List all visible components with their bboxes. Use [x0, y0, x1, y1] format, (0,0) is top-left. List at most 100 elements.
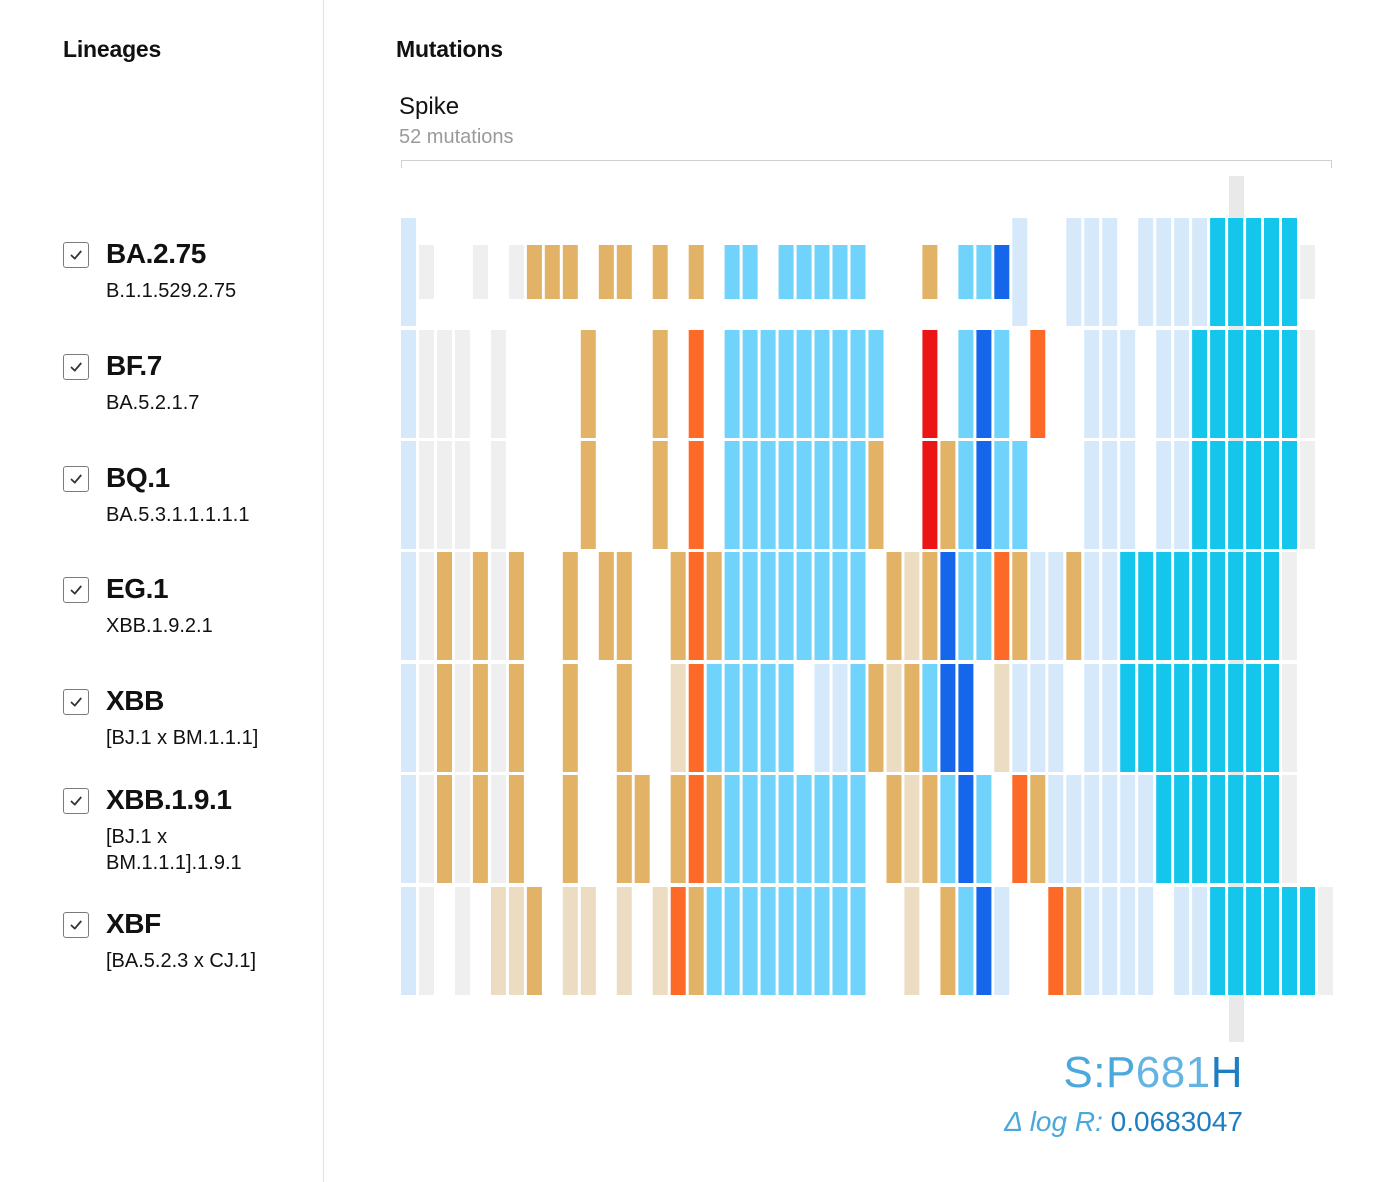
mutation-cell[interactable] [958, 552, 974, 660]
mutation-cell[interactable] [742, 441, 758, 549]
mutation-cell[interactable] [760, 775, 776, 883]
mutation-cell[interactable] [778, 552, 794, 660]
mutation-cell[interactable] [760, 441, 776, 549]
mutation-cell[interactable] [796, 775, 812, 883]
mutation-cell[interactable] [1066, 775, 1082, 883]
mutation-cell[interactable] [652, 330, 668, 438]
lineage-checkbox[interactable] [63, 354, 89, 380]
mutation-cell[interactable] [526, 887, 542, 995]
mutation-cell[interactable] [1030, 775, 1046, 883]
mutation-cell[interactable] [1228, 887, 1244, 995]
mutation-cell[interactable] [1102, 441, 1118, 549]
mutation-cell[interactable] [616, 552, 632, 660]
mutation-cell[interactable] [1264, 330, 1279, 438]
mutation-cell[interactable] [832, 552, 848, 660]
mutation-cell[interactable] [1138, 552, 1154, 660]
mutation-cell[interactable] [526, 245, 542, 299]
mutation-cell[interactable] [814, 441, 830, 549]
mutation-cell[interactable] [670, 552, 686, 660]
mutation-cell[interactable] [724, 887, 740, 995]
mutation-cell[interactable] [419, 664, 434, 772]
mutation-cell[interactable] [850, 552, 866, 660]
mutation-cell[interactable] [580, 887, 596, 995]
mutation-cell[interactable] [490, 441, 506, 549]
mutation-cell[interactable] [814, 664, 830, 772]
mutation-cell[interactable] [688, 775, 704, 883]
mutation-cell[interactable] [1246, 552, 1262, 660]
mutation-cell[interactable] [760, 552, 776, 660]
mutation-cell[interactable] [1228, 775, 1244, 883]
mutation-cell[interactable] [634, 775, 650, 883]
mutation-cell[interactable] [940, 552, 956, 660]
mutation-cell[interactable] [796, 245, 812, 299]
mutation-cell[interactable] [1120, 775, 1136, 883]
mutation-cell[interactable] [1228, 441, 1244, 549]
mutation-cell[interactable] [616, 775, 632, 883]
mutation-cell[interactable] [1210, 330, 1226, 438]
mutation-cell[interactable] [1264, 775, 1279, 883]
mutation-cell[interactable] [922, 664, 938, 772]
mutation-cell[interactable] [1138, 664, 1154, 772]
mutation-cell[interactable] [994, 664, 1010, 772]
mutation-cell[interactable] [1012, 775, 1028, 883]
mutation-cell[interactable] [724, 245, 740, 299]
mutation-cell[interactable] [1156, 330, 1172, 438]
mutation-cell[interactable] [1282, 887, 1297, 995]
mutation-cell[interactable] [1102, 775, 1118, 883]
mutation-cell[interactable] [580, 330, 596, 438]
mutation-cell[interactable] [832, 664, 848, 772]
mutation-cell[interactable] [1300, 245, 1315, 299]
mutation-cell[interactable] [1264, 218, 1279, 326]
lineage-checkbox[interactable] [63, 689, 89, 715]
mutation-cell[interactable] [1246, 330, 1262, 438]
mutation-cell[interactable] [1192, 330, 1208, 438]
mutation-cell[interactable] [652, 441, 668, 549]
mutation-cell[interactable] [1102, 887, 1118, 995]
mutation-cell[interactable] [1282, 330, 1297, 438]
lineage-checkbox[interactable] [63, 912, 89, 938]
mutation-cell[interactable] [742, 887, 758, 995]
mutation-cell[interactable] [1030, 552, 1046, 660]
mutation-cell[interactable] [742, 552, 758, 660]
mutation-cell[interactable] [688, 552, 704, 660]
mutation-cell[interactable] [742, 664, 758, 772]
mutation-cell[interactable] [454, 552, 470, 660]
mutation-cell[interactable] [1012, 664, 1028, 772]
mutation-cell[interactable] [904, 887, 920, 995]
mutation-cell[interactable] [1300, 330, 1315, 438]
mutation-cell[interactable] [832, 330, 848, 438]
mutation-cell[interactable] [1102, 218, 1118, 326]
mutation-cell[interactable] [958, 441, 974, 549]
mutation-cell[interactable] [401, 775, 416, 883]
mutation-cell[interactable] [850, 330, 866, 438]
mutation-cell[interactable] [437, 664, 452, 772]
mutation-cell[interactable] [544, 245, 560, 299]
mutation-cell[interactable] [1192, 887, 1208, 995]
mutation-cell[interactable] [1120, 887, 1136, 995]
mutation-cell[interactable] [778, 245, 794, 299]
mutation-cell[interactable] [778, 330, 794, 438]
mutation-cell[interactable] [1318, 887, 1333, 995]
mutation-cell[interactable] [401, 330, 416, 438]
mutation-cell[interactable] [1264, 887, 1279, 995]
mutation-cell[interactable] [1300, 887, 1315, 995]
mutation-cell[interactable] [1246, 441, 1262, 549]
mutation-cell[interactable] [904, 664, 920, 772]
mutation-cell[interactable] [1048, 664, 1064, 772]
mutation-cell[interactable] [1120, 664, 1136, 772]
mutation-cell[interactable] [850, 775, 866, 883]
mutation-cell[interactable] [1066, 552, 1082, 660]
mutation-cell[interactable] [742, 330, 758, 438]
mutation-cell[interactable] [706, 552, 722, 660]
mutation-cell[interactable] [454, 775, 470, 883]
mutation-cell[interactable] [994, 245, 1010, 299]
gene-name[interactable]: Spike [399, 93, 460, 120]
mutation-cell[interactable] [1192, 218, 1208, 326]
mutation-cell[interactable] [1246, 887, 1262, 995]
mutation-cell[interactable] [760, 664, 776, 772]
mutation-cell[interactable] [958, 330, 974, 438]
mutation-cell[interactable] [1282, 218, 1297, 326]
mutation-cell[interactable] [598, 245, 614, 299]
mutation-cell[interactable] [1228, 664, 1244, 772]
mutation-cell[interactable] [1210, 664, 1226, 772]
